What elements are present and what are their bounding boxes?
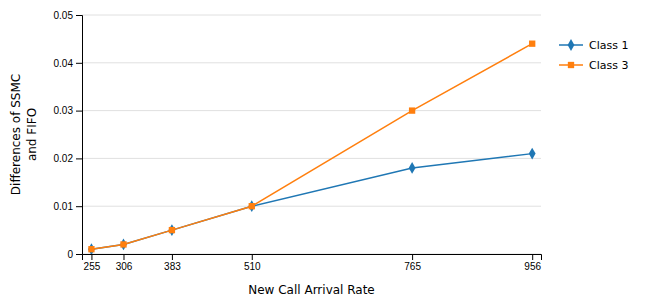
x-tick: 306 (116, 254, 133, 272)
legend-item: Class 3 (559, 59, 628, 72)
y-tick-label: 0 (67, 249, 73, 260)
marks (88, 41, 536, 254)
x-tick: 510 (244, 254, 261, 272)
grid-line (82, 206, 541, 207)
x-tick-label: 306 (116, 261, 133, 272)
y-tick: 0 (67, 249, 82, 260)
legend-label: Class 3 (589, 59, 628, 72)
x-tick-label: 383 (164, 261, 181, 272)
y-axis-line (76, 16, 83, 255)
y-tick-label: 0.01 (54, 201, 74, 212)
x-axis-line (83, 255, 542, 261)
x-tick-label: 510 (244, 261, 261, 272)
x-tick-mark (91, 254, 92, 260)
x-tick: 383 (164, 254, 181, 272)
y-axis-title: Differences of SSMC (9, 74, 23, 195)
y-tick-label: 0.03 (54, 105, 74, 116)
series-marker (169, 227, 175, 233)
x-tick-mark (252, 254, 253, 260)
legend-item: Class 1 (559, 39, 628, 52)
legend-marker (568, 62, 574, 68)
x-tick-mark (172, 254, 173, 260)
series-marker (409, 162, 416, 174)
x-tick: 765 (404, 254, 421, 272)
y-tick-mark (76, 15, 82, 16)
series-marker (529, 148, 536, 160)
grid (82, 15, 541, 254)
y-tick-label: 0.05 (54, 10, 74, 21)
series-marker (88, 246, 94, 252)
x-tick: 956 (524, 254, 541, 272)
y-tick-mark (76, 111, 82, 112)
y-tick-mark (76, 206, 82, 207)
series-line (91, 44, 532, 250)
series-marker (120, 241, 126, 247)
series-marker (169, 224, 176, 236)
y-axis-title: and FIFO (25, 108, 39, 161)
series-marker (529, 41, 535, 47)
series-marker (120, 239, 127, 251)
x-tick-label: 255 (84, 261, 101, 272)
y-tick-label: 0.02 (54, 153, 74, 164)
grid-line (82, 158, 541, 159)
y-tick: 0.03 (54, 105, 82, 116)
grid-line (82, 62, 541, 63)
plot-area: 255 306 383 510 765 956 0 0.01 0.02 0.03 0.04 0.05 (54, 10, 542, 272)
x-axis-title: New Call Arrival Rate (248, 283, 375, 297)
series-marker (248, 200, 255, 212)
x-tick: 255 (84, 254, 101, 272)
y-tick: 0.04 (54, 58, 82, 69)
y-tick-mark (76, 63, 82, 64)
grid-line (82, 110, 541, 111)
y-tick: 0.05 (54, 10, 82, 21)
x-axis: 255 306 383 510 765 956 (83, 254, 542, 272)
x-tick-label: 765 (404, 261, 421, 272)
y-tick: 0.01 (54, 201, 82, 212)
y-tick-mark (76, 158, 82, 159)
x-tick-mark (532, 254, 533, 260)
series-marker (249, 203, 255, 209)
legend: Class 1 Class 3 (559, 39, 628, 72)
x-tick-mark (123, 254, 124, 260)
series-marker (409, 107, 415, 113)
series-marker (88, 243, 95, 254)
y-axis: 0 0.01 0.02 0.03 0.04 0.05 (54, 10, 83, 260)
legend-label: Class 1 (589, 39, 628, 52)
chart: 255 306 383 510 765 956 0 0.01 0.02 0.03 0.04 0.05 N… (0, 0, 656, 302)
x-tick-mark (412, 254, 413, 260)
legend-marker (568, 39, 575, 51)
x-tick-label: 956 (524, 261, 541, 272)
y-tick-label: 0.04 (54, 58, 74, 69)
grid-line (82, 15, 541, 16)
y-tick: 0.02 (54, 153, 82, 164)
y-tick-mark (76, 254, 82, 255)
